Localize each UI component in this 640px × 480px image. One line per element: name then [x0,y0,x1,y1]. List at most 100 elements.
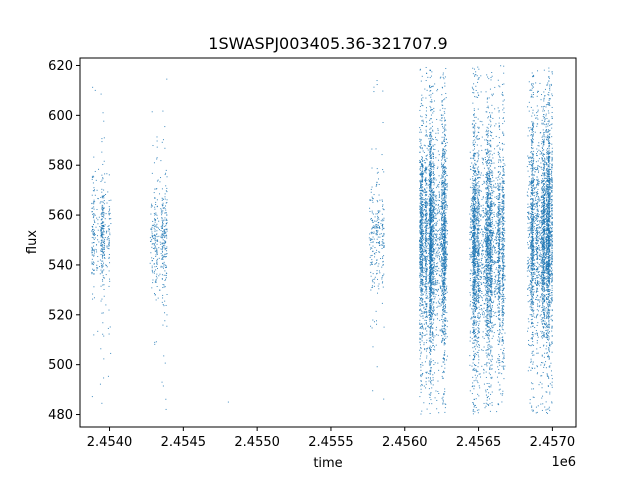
data-point [103,189,105,191]
data-point [437,300,439,302]
data-point [425,267,427,269]
data-point [429,86,431,88]
data-point [165,190,167,192]
data-point [429,273,431,275]
data-point [446,222,448,224]
data-point [422,204,424,206]
data-point [101,227,103,229]
data-point [102,207,104,208]
data-point [421,299,423,301]
data-point [156,286,158,287]
data-point [102,264,104,266]
data-point [429,214,431,216]
data-point [426,283,428,285]
data-point [420,182,422,184]
data-point [156,251,158,253]
data-point [429,84,431,86]
data-point [373,238,375,240]
data-point [435,213,437,215]
data-point [473,327,475,329]
data-point [477,242,479,244]
data-point [91,248,93,250]
data-point [156,226,158,228]
data-point [503,117,505,119]
data-point [432,172,434,174]
data-point [428,246,430,248]
data-point [477,278,479,280]
data-point [431,190,433,192]
data-point [429,246,431,248]
data-point [420,270,422,272]
data-point [429,119,431,121]
data-point [501,209,503,211]
data-point [425,155,427,157]
data-point [425,383,427,385]
data-point [425,107,427,109]
data-point [432,193,434,195]
data-point [420,200,422,202]
data-point [429,259,431,261]
data-point [443,319,445,321]
data-point [429,310,431,312]
data-point [444,350,446,352]
data-point [442,76,444,78]
data-point [432,245,434,247]
data-point [419,189,421,191]
data-point [443,140,445,142]
data-point [491,292,493,294]
data-point [430,203,432,205]
data-point [443,219,445,221]
data-point [382,220,384,222]
data-point [421,187,423,189]
data-point [425,308,427,310]
data-point [426,267,428,269]
data-point [420,197,422,199]
data-point [108,206,110,208]
data-point [430,298,432,300]
data-point [430,305,432,307]
data-point [162,266,164,268]
data-point [428,94,430,96]
data-point [424,178,426,180]
data-point [429,185,431,187]
data-point [441,177,443,179]
data-point [421,173,423,175]
data-point [431,234,433,236]
data-point [425,172,427,174]
data-point [422,304,424,306]
data-point [369,210,371,212]
data-point [444,331,446,333]
data-point [429,314,431,316]
data-point [421,216,423,218]
data-point [445,152,447,154]
data-point [374,216,376,218]
data-point [93,176,95,178]
data-point [375,220,377,222]
data-point [443,111,445,113]
data-point [420,274,422,276]
data-point [443,153,445,155]
data-point [445,318,447,320]
data-point [103,262,105,264]
data-point [430,299,432,301]
data-point [101,233,103,235]
data-point [426,134,428,136]
data-point [498,283,500,285]
data-point [445,288,447,290]
data-point [421,211,423,213]
data-point [152,282,154,284]
data-point [441,281,443,283]
data-point [165,398,167,400]
data-point [426,246,428,248]
data-point [106,237,108,239]
data-point [101,264,103,266]
data-point [435,271,437,273]
data-point [478,248,480,250]
data-point [421,229,423,231]
data-point [429,131,431,133]
data-point [376,168,378,170]
data-point [153,270,155,272]
data-point [435,302,437,304]
data-point [154,188,156,190]
data-point [165,185,167,187]
